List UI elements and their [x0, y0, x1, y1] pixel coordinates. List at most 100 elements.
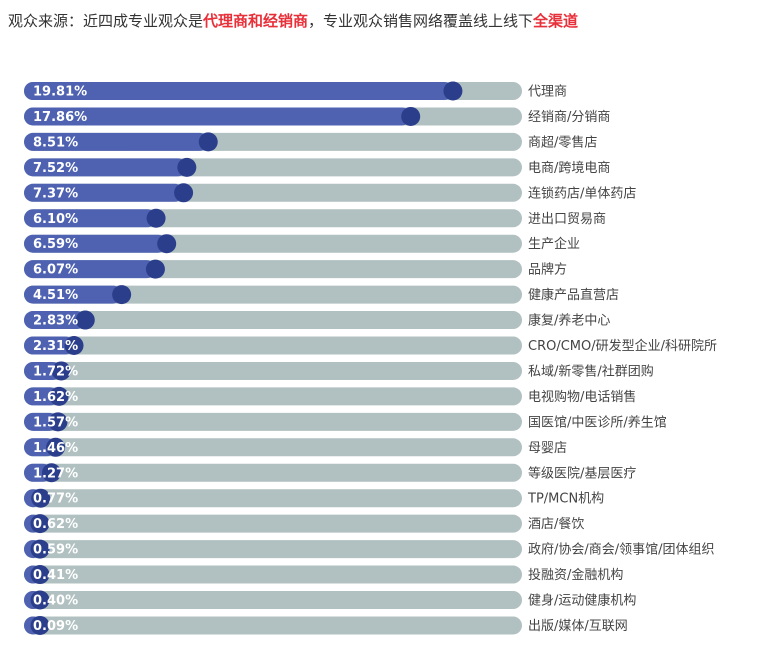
bar-end-marker	[198, 132, 218, 152]
bar-value-label: 7.52%	[33, 161, 78, 176]
bar-end-marker	[146, 208, 166, 228]
category-label: 酒店/餐饮	[528, 516, 584, 532]
bar-end-marker	[31, 488, 51, 508]
bar-value-label: 1.57%	[33, 415, 78, 430]
category-label: 康复/养老中心	[528, 313, 610, 329]
bar-end-marker	[41, 463, 61, 483]
bar-row: 2.31% CRO/CMO/研发型企业/科研院所	[24, 336, 717, 355]
bar-value-label: 8.51%	[33, 135, 78, 150]
bar-end-marker	[49, 386, 69, 406]
bar-row: 4.51% 健康产品直营店	[24, 285, 619, 305]
bar-value-label: 1.46%	[33, 441, 78, 456]
chart-title: 观众来源：近四成专业观众是代理商和经销商，专业观众销售网络覆盖线上线下全渠道	[8, 10, 760, 32]
title-highlight-2: 全渠道	[533, 12, 579, 30]
title-highlight-1: 代理商和经销商	[203, 12, 309, 30]
category-label: 电视购物/电话销售	[528, 389, 636, 405]
bar-value-label: 2.31%	[33, 339, 78, 354]
category-label: 商超/零售店	[528, 134, 597, 150]
bar-track	[24, 565, 522, 584]
bar-end-marker	[157, 234, 177, 254]
bar-end-marker	[64, 336, 84, 355]
bar-track	[24, 463, 522, 482]
category-label: 健身/运动健康机构	[528, 593, 636, 609]
bar-value-label: 6.07%	[33, 263, 78, 278]
bar-row: 6.07% 品牌方	[24, 259, 567, 279]
bar-fill	[24, 387, 60, 406]
bar-end-marker	[51, 361, 71, 381]
category-label: 等级医院/基层医疗	[528, 465, 636, 481]
bar-row: 1.57% 国医馆/中医诊所/养生馆	[24, 412, 667, 432]
bar-fill	[24, 82, 453, 100]
bar-fill	[24, 285, 122, 304]
bar-value-label: 1.72%	[33, 364, 78, 379]
bar-fill	[24, 234, 167, 253]
category-label: 投融资/金融机构	[528, 567, 623, 583]
bar-fill	[24, 158, 187, 177]
bar-fill	[24, 412, 58, 431]
bar-end-marker	[46, 437, 66, 457]
bar-value-label: 6.10%	[33, 212, 78, 227]
category-label: 国医馆/中医诊所/养生馆	[528, 414, 667, 430]
bar-row: 0.62% 酒店/餐饮	[24, 514, 584, 534]
bar-end-marker	[30, 590, 50, 610]
bar-row: 0.77% TP/MCN机构	[24, 488, 604, 508]
bar-track	[24, 489, 522, 508]
bar-value-label: 17.86%	[33, 110, 87, 125]
bar-track	[24, 311, 522, 330]
bar-value-label: 0.41%	[33, 568, 78, 583]
title-part1: 观众来源：近四成专业观众是	[8, 12, 204, 30]
bar-row: 6.10% 进出口贸易商	[24, 208, 606, 228]
bar-value-label: 4.51%	[33, 288, 78, 303]
bar-fill	[24, 260, 156, 279]
bar-end-marker	[30, 565, 50, 585]
bar-end-marker	[112, 285, 132, 305]
bar-row: 0.40% 健身/运动健康机构	[24, 590, 636, 610]
category-label: 私域/新零售/社群团购	[528, 363, 654, 379]
bar-end-marker	[75, 310, 95, 330]
category-label: 母婴店	[528, 441, 567, 456]
bar-row: 8.51% 商超/零售店	[24, 132, 597, 152]
category-label: 生产企业	[528, 236, 580, 252]
bar-track	[24, 285, 522, 304]
bar-row: 7.37% 连锁药店/单体药店	[24, 183, 636, 203]
bar-value-label: 2.83%	[33, 314, 78, 329]
bar-track	[24, 412, 522, 431]
title-part2: ，专业观众销售网络覆盖线上线下	[308, 12, 534, 30]
bar-value-label: 6.59%	[33, 237, 78, 252]
bar-value-label: 19.81%	[33, 85, 87, 100]
bar-end-marker	[145, 259, 165, 279]
bar-row: 1.27% 等级医院/基层医疗	[24, 463, 636, 483]
bar-fill	[24, 209, 157, 228]
bar-row: 19.81% 代理商	[24, 81, 567, 101]
bar-row: 0.09% 出版/媒体/互联网	[24, 615, 628, 635]
bar-fill	[24, 132, 209, 151]
bar-row: 0.59% 政府/协会/商会/领事馆/团体组织	[24, 539, 715, 559]
bar-fill	[24, 183, 184, 202]
bar-track	[24, 616, 522, 635]
bar-row: 6.59% 生产企业	[24, 234, 580, 254]
bar-end-marker	[177, 157, 197, 177]
bar-end-marker	[30, 514, 50, 534]
bar-end-marker	[443, 81, 463, 101]
bar-end-marker	[30, 615, 50, 635]
bar-value-label: 0.40%	[33, 594, 78, 609]
bar-row: 7.52% 电商/跨境电商	[24, 157, 610, 177]
bar-track	[24, 361, 522, 380]
category-label: 政府/协会/商会/领事馆/团体组织	[528, 543, 715, 558]
bars-group: 19.81% 代理商 17.86% 经销商/分销商 8.51% 商超/零售店 7.52% 电商…	[24, 81, 717, 635]
bar-track	[24, 591, 522, 609]
bar-row: 17.86% 经销商/分销商	[24, 106, 610, 126]
bar-value-label: 0.77%	[33, 492, 78, 507]
bar-end-marker	[30, 539, 50, 559]
category-label: 代理商	[528, 85, 567, 100]
bar-row: 2.83% 康复/养老中心	[24, 310, 610, 330]
bar-value-label: 0.62%	[33, 517, 78, 532]
bar-row: 1.62% 电视购物/电话销售	[24, 386, 636, 406]
bar-fill	[24, 311, 86, 330]
bar-row: 0.41% 投融资/金融机构	[24, 565, 623, 585]
bar-track	[24, 438, 522, 457]
category-label: 品牌方	[528, 262, 567, 278]
bar-row: 1.46% 母婴店	[24, 437, 567, 457]
bar-value-label: 1.27%	[33, 466, 78, 481]
